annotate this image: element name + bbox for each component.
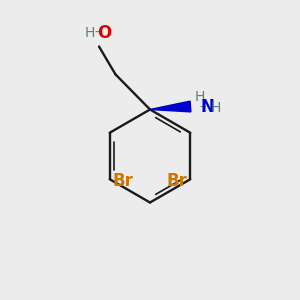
Text: H: H	[85, 26, 95, 40]
Text: H: H	[194, 90, 205, 104]
Text: N: N	[201, 98, 215, 116]
Text: Br: Br	[166, 172, 187, 190]
Text: –: –	[200, 100, 206, 113]
Text: Br: Br	[113, 172, 134, 190]
Text: -: -	[94, 26, 99, 40]
Polygon shape	[150, 101, 191, 112]
Text: O: O	[97, 24, 111, 42]
Text: H: H	[210, 101, 220, 115]
